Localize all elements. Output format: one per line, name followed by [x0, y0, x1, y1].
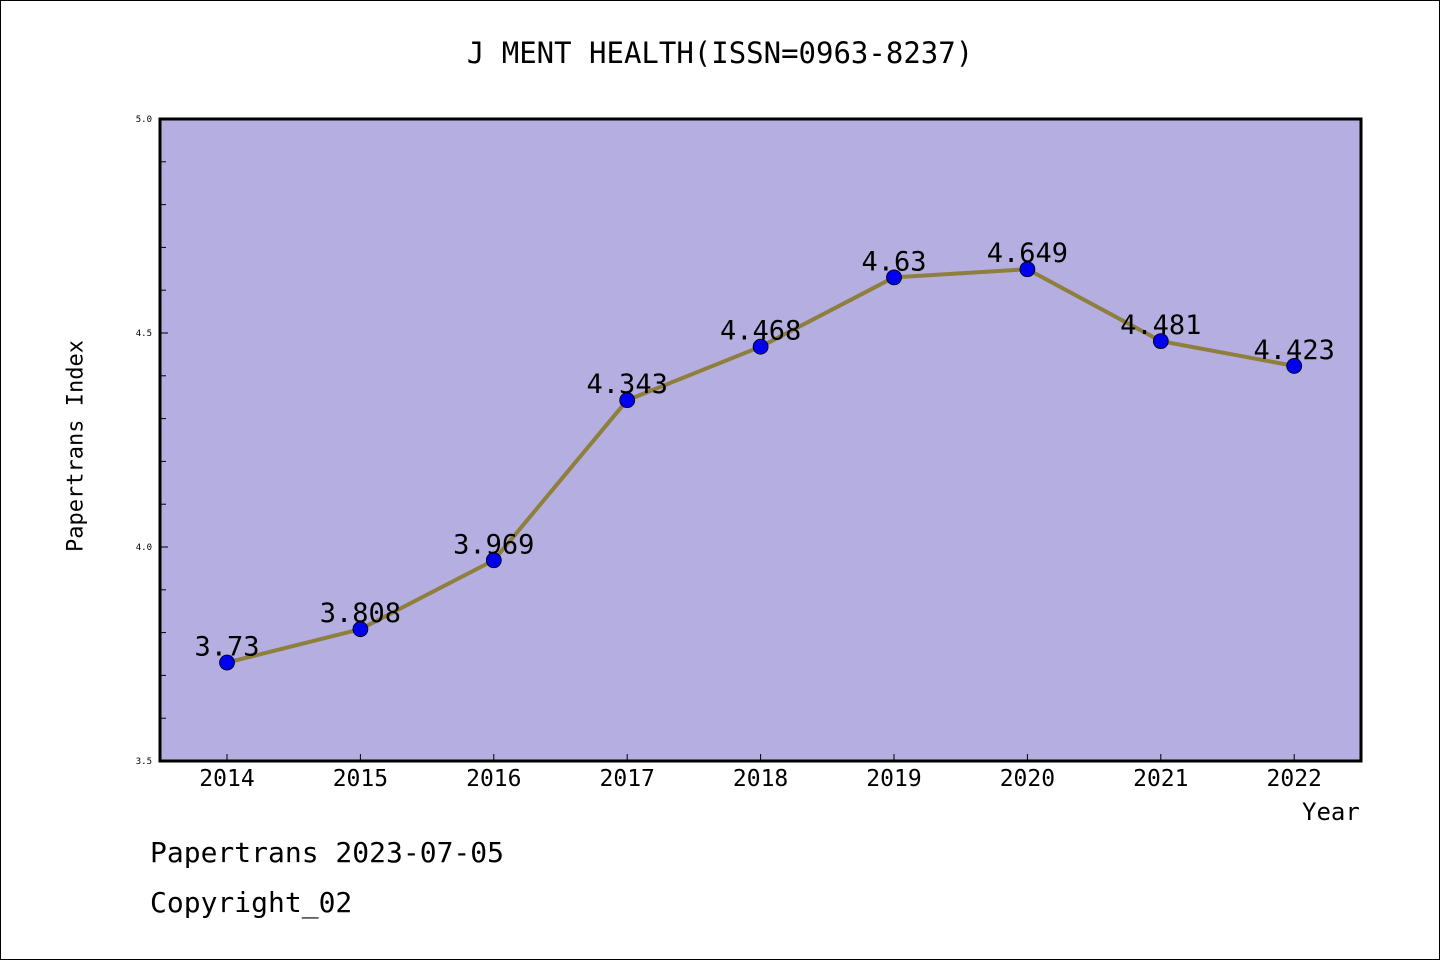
data-point [219, 654, 235, 671]
data-label: 4.649 [987, 238, 1068, 269]
data-point [752, 338, 769, 355]
x-tick-label: 2018 [733, 766, 788, 792]
x-axis-label: Year [1302, 798, 1360, 826]
data-label: 4.63 [861, 246, 926, 277]
y-tick-label: 4.0 [136, 543, 152, 553]
x-tick-label: 2017 [600, 766, 655, 792]
chart-title: J MENT HEALTH(ISSN=0963-8237) [466, 36, 974, 70]
data-label: 4.423 [1254, 335, 1335, 366]
data-point [1286, 358, 1303, 374]
data-label: 4.343 [587, 369, 668, 400]
y-tick-label: 4.5 [136, 329, 152, 339]
data-point [1152, 333, 1169, 350]
data-label: 3.969 [453, 529, 534, 560]
x-tick-label: 2020 [1000, 766, 1055, 792]
data-point [485, 552, 502, 569]
footer-copyright: Copyright_02 [150, 886, 353, 919]
data-point [619, 392, 636, 409]
y-tick-label: 5.0 [136, 115, 152, 125]
data-point [886, 269, 902, 286]
x-tick-label: 2015 [333, 766, 388, 792]
footer-date: Papertrans 2023-07-05 [150, 836, 505, 869]
data-point [1019, 261, 1036, 278]
x-tick-label: 2021 [1133, 766, 1188, 792]
data-label: 3.73 [194, 632, 259, 663]
x-tick-label: 2014 [199, 766, 254, 792]
x-tick-label: 2019 [866, 766, 921, 792]
plot-background [160, 119, 1361, 761]
data-label: 4.481 [1120, 310, 1201, 341]
data-label: 4.468 [720, 316, 801, 347]
y-tick-label: 3.5 [136, 757, 152, 767]
data-point [352, 621, 369, 638]
data-label: 3.808 [320, 598, 401, 629]
x-tick-label: 2022 [1267, 766, 1322, 792]
plot-border [158, 117, 1363, 763]
x-tick-label: 2016 [466, 766, 521, 792]
